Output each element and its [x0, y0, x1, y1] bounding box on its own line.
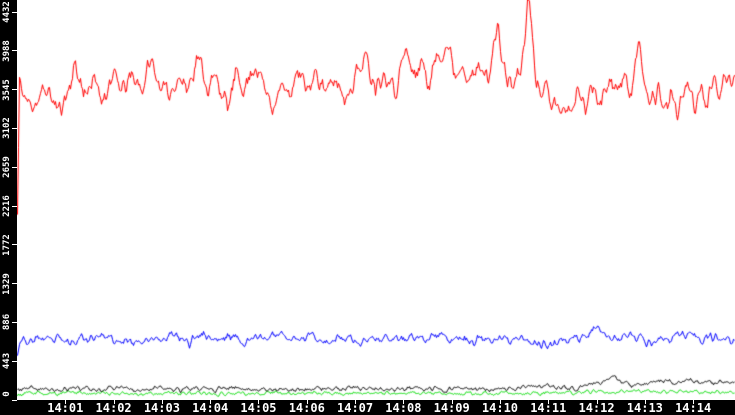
x-axis-label: 14:14 — [675, 401, 712, 415]
x-axis-label: 14:12 — [578, 401, 615, 415]
y-axis-label: 443 — [2, 353, 12, 370]
y-tick-mark — [12, 283, 17, 285]
x-axis-label: 14:05 — [240, 401, 277, 415]
y-tick-mark — [12, 89, 17, 91]
x-tick-mark — [355, 400, 357, 404]
x-tick-mark — [644, 400, 646, 404]
x-tick-mark — [258, 400, 260, 404]
y-axis-label: 886 — [2, 314, 12, 331]
x-axis-label: 14:01 — [47, 401, 84, 415]
x-tick-mark — [306, 400, 308, 404]
y-tick-mark — [12, 360, 17, 362]
x-tick-mark — [210, 400, 212, 404]
x-tick-mark — [113, 400, 115, 404]
y-axis: 0 443 886 1329 1772 2216 2659 3102 3545 … — [0, 0, 17, 401]
x-tick-mark — [161, 400, 163, 404]
y-tick-mark — [12, 127, 17, 129]
x-axis-label: 14:02 — [95, 401, 132, 415]
x-axis-label: 14:08 — [385, 401, 422, 415]
x-axis-label: 14:07 — [337, 401, 374, 415]
x-axis-label: 14:11 — [530, 401, 567, 415]
x-tick-mark — [693, 400, 695, 404]
y-tick-mark — [12, 244, 17, 246]
x-tick-mark — [499, 400, 501, 404]
x-axis-label: 14:09 — [433, 401, 470, 415]
y-tick-mark — [12, 399, 17, 401]
y-tick-mark — [12, 321, 17, 323]
y-axis-label: 2216 — [2, 195, 12, 217]
y-axis-label: 3545 — [2, 78, 12, 101]
plot-canvas — [17, 0, 735, 400]
x-axis-label: 14:04 — [192, 401, 229, 415]
x-axis-label: 14:03 — [143, 401, 180, 415]
y-axis-label: 1329 — [2, 272, 12, 295]
y-axis-label: 0 — [2, 391, 12, 397]
x-tick-mark — [451, 400, 453, 404]
y-tick-mark — [12, 205, 17, 207]
y-axis-label: 3988 — [2, 40, 12, 62]
x-axis: 14:01 14:02 14:03 14:04 14:05 14:06 14:0… — [0, 400, 735, 415]
x-axis-label: 14:06 — [288, 401, 325, 415]
x-tick-mark — [65, 400, 67, 404]
y-axis-label: 4432 — [2, 1, 12, 23]
y-tick-mark — [12, 50, 17, 52]
x-tick-mark — [403, 400, 405, 404]
x-axis-label: 14:13 — [626, 401, 663, 415]
x-axis-label: 14:10 — [481, 401, 519, 415]
y-tick-mark — [12, 166, 17, 168]
x-tick-mark — [548, 400, 550, 404]
y-axis-label: 1772 — [2, 234, 12, 256]
x-tick-mark — [596, 400, 598, 404]
y-axis-label: 3102 — [2, 117, 12, 140]
y-tick-mark — [12, 11, 17, 13]
y-axis-label: 2659 — [2, 156, 12, 179]
